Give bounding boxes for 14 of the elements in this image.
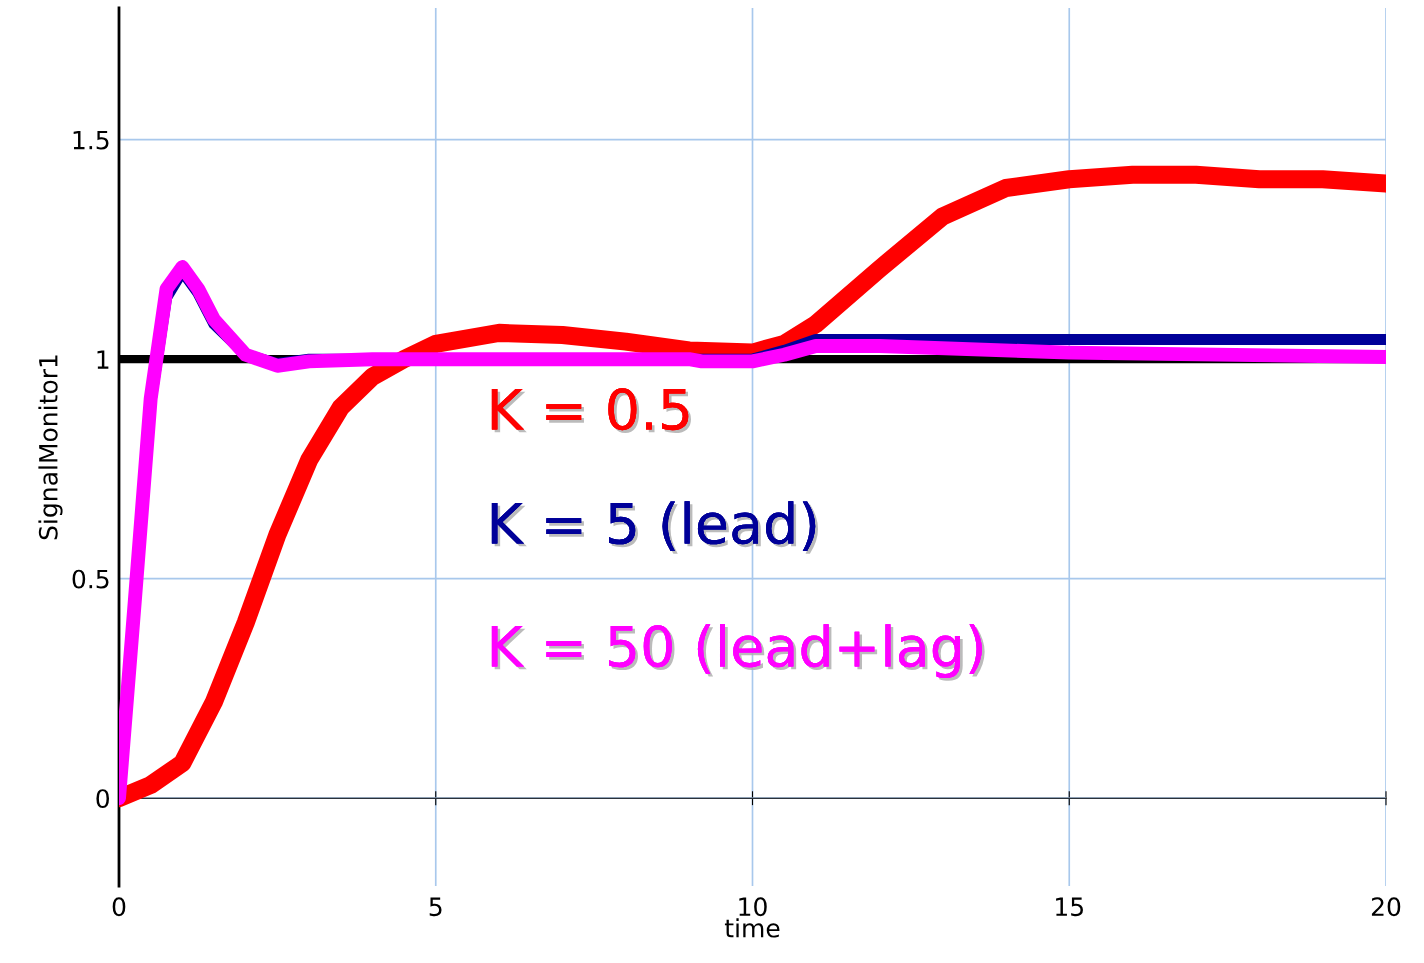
x-tick-label: 10 (739, 897, 767, 917)
x-tick-label: 0 (112, 897, 126, 917)
x-axis-title: time (724, 918, 780, 938)
x-tick-label: 5 (429, 897, 442, 917)
y-axis-title: SignalMonitor1 (38, 355, 63, 540)
text: K = 5 (lead) (491, 501, 819, 554)
x-tick-label: 15 (1056, 897, 1083, 917)
y-tick-label: 1.5 (73, 130, 109, 150)
y-tick-label: 0 (96, 789, 110, 809)
y-tick-label: 1 (97, 350, 109, 369)
text: K = 50 (lead+lag) (491, 624, 985, 681)
series-label: K = 0.5 (491, 388, 692, 434)
y-tick-label: 0.5 (72, 569, 109, 589)
x-tick-label: 20 (1371, 897, 1401, 917)
